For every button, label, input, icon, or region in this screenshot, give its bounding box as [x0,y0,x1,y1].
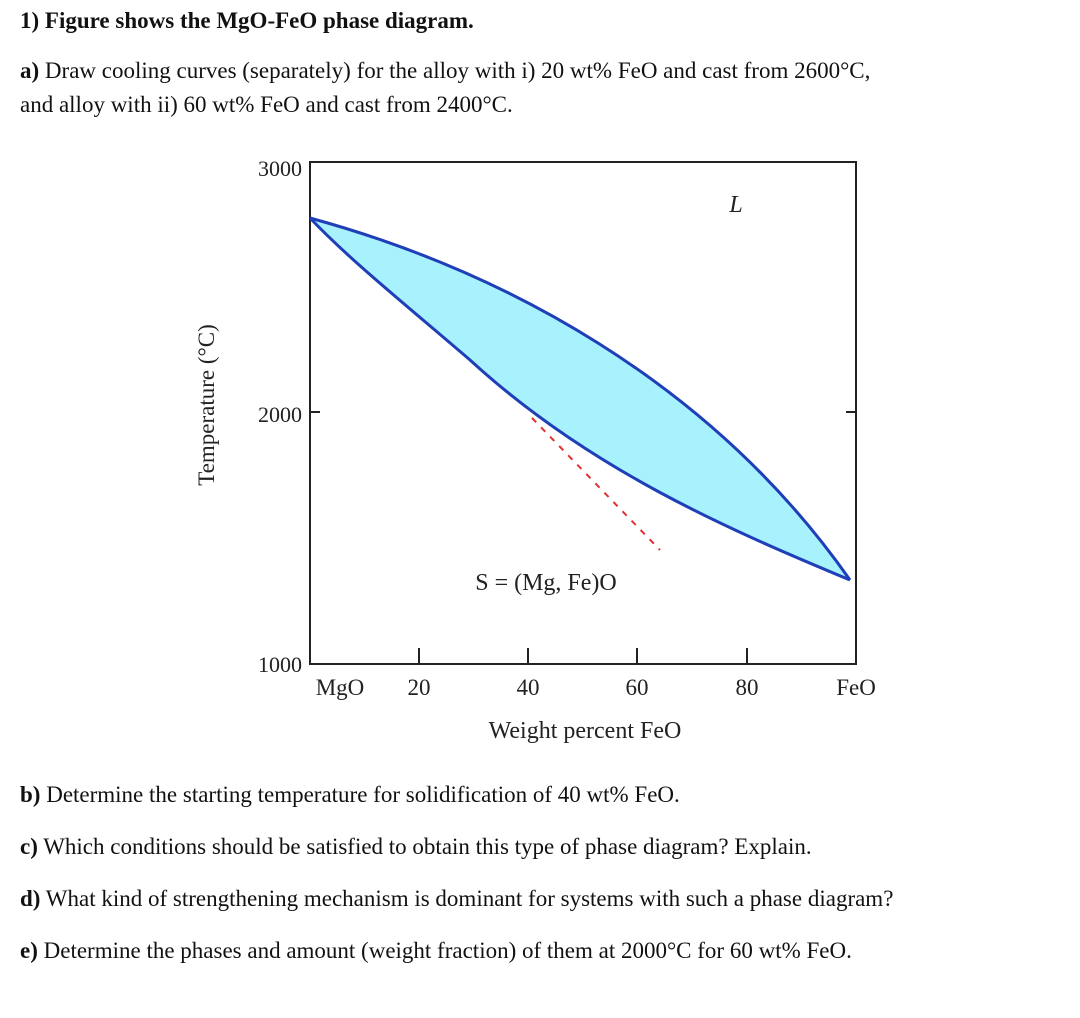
y-tick-label-3000: 3000 [258,156,302,181]
x-tick-label-40: 40 [517,675,540,700]
x-axis-label: Weight percent FeO [489,718,682,744]
dashed-line [531,417,661,551]
part-c: c) Which conditions should be satisfied … [20,834,812,860]
part-d-letter: d) [20,886,41,911]
y-tick-label-2000: 2000 [258,402,302,427]
part-d: d) What kind of strengthening mechanism … [20,886,893,912]
phase-diagram: 3000 2000 1000 MgO 20 40 60 80 FeO Weigh… [194,156,876,744]
part-d-text: What kind of strengthening mechanism is … [40,886,894,911]
x-tick-label-60: 60 [626,675,649,700]
x-tick-label-mgo: MgO [316,675,365,700]
part-a-text: Draw cooling curves (separately) for the… [39,58,871,83]
question-title: 1) Figure shows the MgO-FeO phase diagra… [20,8,474,33]
x-tick-label-80: 80 [736,675,759,700]
x-tick-label-feo: FeO [836,675,876,700]
part-e: e) Determine the phases and amount (weig… [20,938,852,964]
part-e-text: Determine the phases and amount (weight … [37,938,852,963]
part-b: b) Determine the starting temperature fo… [20,782,680,808]
part-c-letter: c) [20,834,38,859]
solid-region-label: S = (Mg, Fe)O [475,570,617,596]
solidus-curve [308,216,851,582]
liquid-region-label: L [728,192,742,218]
part-b-letter: b) [20,782,41,807]
y-tick-label-1000: 1000 [258,652,302,677]
liquidus-curve [309,216,852,581]
part-e-letter: e) [20,938,38,963]
x-tick-label-20: 20 [408,675,431,700]
part-c-text: Which conditions should be satisfied to … [37,834,812,859]
part-a-letter: a) [20,58,40,83]
part-a-line2: and alloy with ii) 60 wt% FeO and cast f… [20,92,513,117]
part-a-line1: a) Draw cooling curves (separately) for … [20,58,870,84]
y-axis-label: Temperature (°C) [194,324,219,485]
two-phase-region [310,218,850,580]
part-b-text: Determine the starting temperature for s… [40,782,680,807]
